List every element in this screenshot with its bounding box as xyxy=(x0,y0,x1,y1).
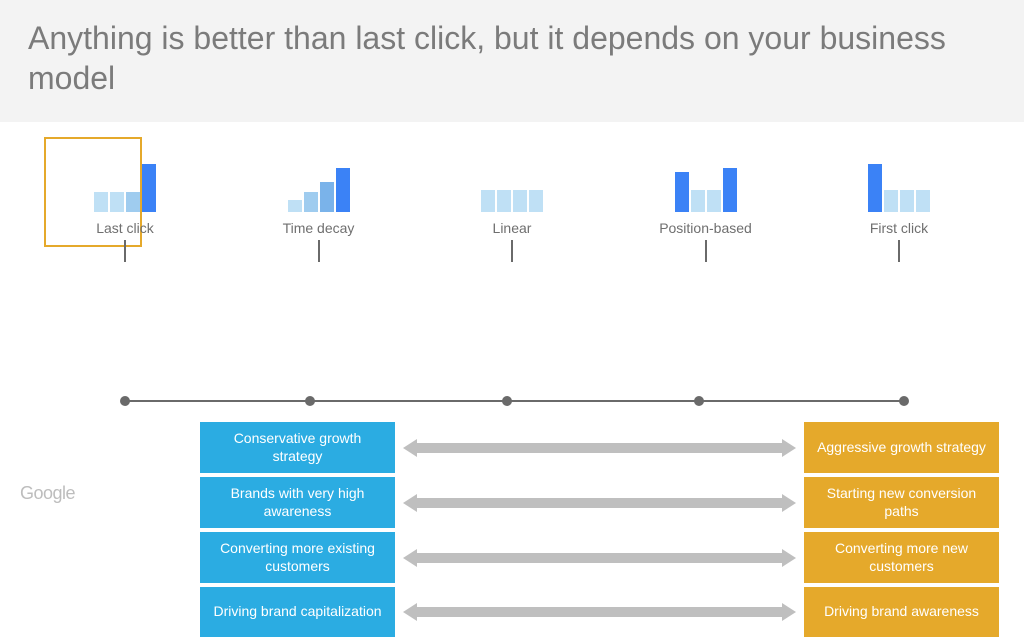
bar xyxy=(481,190,495,212)
connector-line xyxy=(511,240,513,262)
attribution-diagram: Last click Time decay Linear Position-based… xyxy=(0,132,1024,532)
double-arrow-icon xyxy=(403,549,796,567)
axis-dot xyxy=(899,396,909,406)
model-label: Time decay xyxy=(254,220,384,236)
model-linear: Linear xyxy=(447,164,577,262)
axis-dot xyxy=(502,396,512,406)
right-box: Converting more new customers xyxy=(804,532,999,583)
right-box: Aggressive growth strategy xyxy=(804,422,999,473)
models-row: Last click Time decay Linear Position-based… xyxy=(20,132,1004,262)
comparison-row: Conservative growth strategy Aggressive g… xyxy=(200,422,999,473)
bar xyxy=(691,190,705,212)
left-box: Converting more existing customers xyxy=(200,532,395,583)
model-position-based: Position-based xyxy=(641,164,771,262)
right-box: Driving brand awareness xyxy=(804,587,999,637)
bar xyxy=(110,192,124,212)
arrow-cell xyxy=(399,532,800,583)
header: Anything is better than last click, but … xyxy=(0,0,1024,122)
double-arrow-icon xyxy=(403,494,796,512)
bar xyxy=(884,190,898,212)
model-first-click: First click xyxy=(834,164,964,262)
model-label: Linear xyxy=(447,220,577,236)
bar xyxy=(916,190,930,212)
left-box: Driving brand capitalization xyxy=(200,587,395,637)
comparison-row: Brands with very high awareness Starting … xyxy=(200,477,999,528)
connector-line xyxy=(705,240,707,262)
bar xyxy=(142,164,156,212)
axis-dot xyxy=(305,396,315,406)
bar xyxy=(723,168,737,212)
comparison-table: Conservative growth strategy Aggressive g… xyxy=(200,422,999,637)
bar xyxy=(336,168,350,212)
left-box: Brands with very high awareness xyxy=(200,477,395,528)
timeline-axis xyxy=(125,400,904,402)
axis-dot xyxy=(120,396,130,406)
model-time-decay: Time decay xyxy=(254,164,384,262)
arrow-cell xyxy=(399,422,800,473)
bars-icon xyxy=(641,164,771,212)
bar xyxy=(497,190,511,212)
connector-line xyxy=(124,240,126,262)
right-box: Starting new conversion paths xyxy=(804,477,999,528)
arrow-cell xyxy=(399,587,800,637)
bars-icon xyxy=(447,164,577,212)
double-arrow-icon xyxy=(403,603,796,621)
bar xyxy=(320,182,334,212)
bar xyxy=(529,190,543,212)
bars-icon xyxy=(834,164,964,212)
model-label: Position-based xyxy=(641,220,771,236)
bars-icon xyxy=(254,164,384,212)
model-label: First click xyxy=(834,220,964,236)
bar xyxy=(513,190,527,212)
axis-dot xyxy=(694,396,704,406)
model-last-click: Last click xyxy=(60,164,190,262)
bars-icon xyxy=(60,164,190,212)
model-label: Last click xyxy=(60,220,190,236)
double-arrow-icon xyxy=(403,439,796,457)
page-title: Anything is better than last click, but … xyxy=(28,18,996,98)
comparison-row: Converting more existing customers Conver… xyxy=(200,532,999,583)
google-logo: Google xyxy=(20,483,75,504)
bar xyxy=(707,190,721,212)
comparison-row: Driving brand capitalization Driving bran… xyxy=(200,587,999,637)
arrow-cell xyxy=(399,477,800,528)
connector-line xyxy=(318,240,320,262)
bar xyxy=(900,190,914,212)
bar xyxy=(868,164,882,212)
bar xyxy=(675,172,689,212)
bar xyxy=(288,200,302,212)
bar xyxy=(304,192,318,212)
left-box: Conservative growth strategy xyxy=(200,422,395,473)
connector-line xyxy=(898,240,900,262)
bar xyxy=(126,192,140,212)
bar xyxy=(94,192,108,212)
